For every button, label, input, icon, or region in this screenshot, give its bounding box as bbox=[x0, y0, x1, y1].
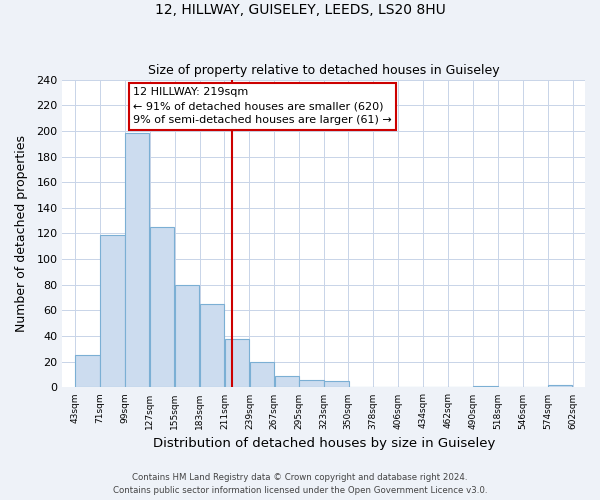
Title: Size of property relative to detached houses in Guiseley: Size of property relative to detached ho… bbox=[148, 64, 500, 77]
Bar bbox=[150, 227, 175, 388]
Bar bbox=[299, 380, 324, 388]
Text: 12 HILLWAY: 219sqm
← 91% of detached houses are smaller (620)
9% of semi-detache: 12 HILLWAY: 219sqm ← 91% of detached hou… bbox=[133, 88, 392, 126]
Bar bbox=[100, 235, 125, 388]
Text: 12, HILLWAY, GUISELEY, LEEDS, LS20 8HU: 12, HILLWAY, GUISELEY, LEEDS, LS20 8HU bbox=[155, 2, 445, 16]
Bar bbox=[125, 134, 149, 388]
X-axis label: Distribution of detached houses by size in Guiseley: Distribution of detached houses by size … bbox=[152, 437, 495, 450]
Bar bbox=[75, 356, 100, 388]
Bar bbox=[250, 362, 274, 388]
Bar bbox=[548, 385, 572, 388]
Bar bbox=[275, 376, 299, 388]
Bar bbox=[473, 386, 497, 388]
Y-axis label: Number of detached properties: Number of detached properties bbox=[15, 135, 28, 332]
Bar bbox=[224, 338, 249, 388]
Bar bbox=[325, 381, 349, 388]
Bar bbox=[175, 285, 199, 388]
Bar bbox=[200, 304, 224, 388]
Text: Contains HM Land Registry data © Crown copyright and database right 2024.
Contai: Contains HM Land Registry data © Crown c… bbox=[113, 474, 487, 495]
